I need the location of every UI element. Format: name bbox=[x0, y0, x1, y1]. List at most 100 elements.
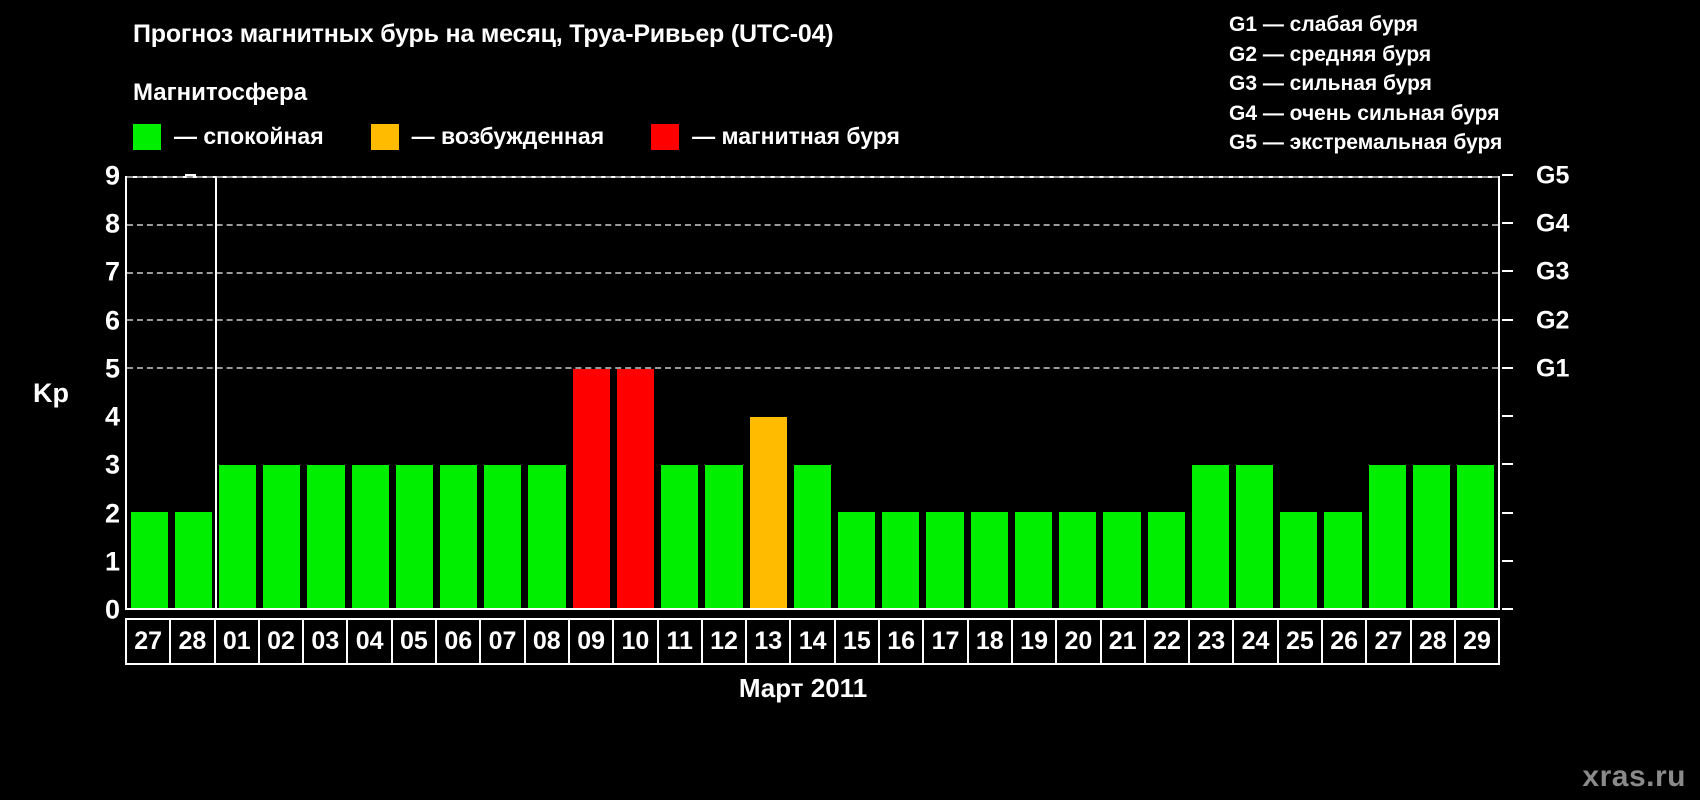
bar[interactable] bbox=[1368, 464, 1406, 608]
bar-cell[interactable] bbox=[1409, 178, 1453, 608]
day-label-cell[interactable]: 21 bbox=[1101, 620, 1146, 663]
bar[interactable] bbox=[926, 512, 964, 608]
bar-cell[interactable] bbox=[525, 178, 569, 608]
bar-cell[interactable] bbox=[790, 178, 834, 608]
day-label-cell[interactable]: 27 bbox=[127, 620, 172, 663]
bar-cell[interactable] bbox=[1454, 178, 1498, 608]
bar[interactable] bbox=[307, 464, 345, 608]
day-label-cell[interactable]: 06 bbox=[437, 620, 482, 663]
bar-cell[interactable] bbox=[392, 178, 436, 608]
bar[interactable] bbox=[395, 464, 434, 608]
bar-cell[interactable] bbox=[658, 178, 702, 608]
day-label-cell[interactable]: 19 bbox=[1012, 620, 1058, 663]
bar[interactable] bbox=[440, 464, 478, 608]
bar[interactable] bbox=[1103, 512, 1141, 608]
day-label-cell[interactable]: 26 bbox=[1323, 620, 1368, 663]
color-swatch-quiet-icon bbox=[133, 123, 161, 150]
day-label-cell[interactable]: 02 bbox=[259, 620, 305, 663]
bar-cell[interactable] bbox=[127, 178, 171, 608]
day-label-cell[interactable]: 22 bbox=[1145, 620, 1191, 663]
bar[interactable] bbox=[970, 512, 1008, 608]
bar[interactable] bbox=[484, 464, 522, 608]
bar[interactable] bbox=[174, 512, 212, 608]
bar[interactable] bbox=[130, 512, 168, 608]
bar-cell[interactable] bbox=[304, 178, 348, 608]
bar[interactable] bbox=[1014, 512, 1053, 608]
day-label-cell[interactable]: 05 bbox=[392, 620, 438, 663]
bar[interactable] bbox=[705, 464, 743, 608]
day-label-cell[interactable]: 18 bbox=[968, 620, 1013, 663]
bar-cell[interactable] bbox=[1365, 178, 1409, 608]
day-label-cell[interactable]: 25 bbox=[1278, 620, 1324, 663]
bar-cell[interactable] bbox=[1144, 178, 1188, 608]
bar[interactable] bbox=[1412, 464, 1451, 608]
bar[interactable] bbox=[793, 464, 831, 608]
bar-cell[interactable] bbox=[1056, 178, 1100, 608]
bar[interactable] bbox=[749, 416, 787, 608]
bar[interactable] bbox=[838, 512, 876, 608]
bar[interactable] bbox=[1191, 464, 1229, 608]
bar-cell[interactable] bbox=[923, 178, 967, 608]
day-label-cell[interactable]: 01 bbox=[215, 620, 260, 663]
bar-cell[interactable] bbox=[967, 178, 1011, 608]
bar-cell[interactable] bbox=[215, 178, 259, 608]
bar-cell[interactable] bbox=[835, 178, 879, 608]
bar-cell[interactable] bbox=[481, 178, 525, 608]
bar-cell[interactable] bbox=[437, 178, 481, 608]
day-label-cell[interactable]: 15 bbox=[835, 620, 881, 663]
bar[interactable] bbox=[1147, 512, 1185, 608]
bar-cell[interactable] bbox=[746, 178, 790, 608]
bar[interactable] bbox=[1324, 512, 1362, 608]
bar[interactable] bbox=[528, 464, 566, 608]
bar[interactable] bbox=[1457, 464, 1495, 608]
bar-cell[interactable] bbox=[1232, 178, 1276, 608]
bar-cell[interactable] bbox=[260, 178, 304, 608]
day-label-cell[interactable]: 28 bbox=[171, 620, 216, 663]
bar[interactable] bbox=[1280, 512, 1318, 608]
day-label-cell[interactable]: 16 bbox=[880, 620, 925, 663]
bar[interactable] bbox=[572, 369, 610, 608]
day-label-cell[interactable]: 11 bbox=[658, 620, 703, 663]
day-label-cell[interactable]: 29 bbox=[1455, 620, 1499, 663]
bar-cell[interactable] bbox=[348, 178, 392, 608]
day-label-cell[interactable]: 10 bbox=[614, 620, 659, 663]
g-scale-legend-row: G3 — сильная буря bbox=[1229, 72, 1432, 95]
bar-cell[interactable] bbox=[171, 178, 215, 608]
bar-cell[interactable] bbox=[1100, 178, 1144, 608]
bar[interactable] bbox=[1235, 464, 1274, 608]
bar[interactable] bbox=[1059, 512, 1097, 608]
bar[interactable] bbox=[218, 464, 257, 608]
x-axis-label: Март 2011 bbox=[0, 673, 1700, 704]
g-scale-tick-mark bbox=[1502, 608, 1513, 610]
bar[interactable] bbox=[263, 464, 301, 608]
bar-cell[interactable] bbox=[1188, 178, 1232, 608]
day-label-cell[interactable]: 24 bbox=[1234, 620, 1279, 663]
day-label-cell[interactable]: 08 bbox=[525, 620, 570, 663]
day-label-cell[interactable]: 13 bbox=[747, 620, 792, 663]
day-label-cell[interactable]: 09 bbox=[569, 620, 615, 663]
g-scale-tick-mark bbox=[1502, 318, 1513, 321]
bar-cell[interactable] bbox=[1011, 178, 1055, 608]
bar[interactable] bbox=[351, 464, 389, 608]
bar-cell[interactable] bbox=[613, 178, 657, 608]
bar-cell[interactable] bbox=[1277, 178, 1321, 608]
day-label-cell[interactable]: 03 bbox=[304, 620, 349, 663]
bar-cell[interactable] bbox=[569, 178, 613, 608]
day-label-cell[interactable]: 28 bbox=[1411, 620, 1456, 663]
bar[interactable] bbox=[661, 464, 699, 608]
bar-cell[interactable] bbox=[1321, 178, 1365, 608]
day-label-cell[interactable]: 17 bbox=[924, 620, 969, 663]
bar-cell[interactable] bbox=[702, 178, 746, 608]
day-label-cell[interactable]: 27 bbox=[1367, 620, 1412, 663]
bar-cell[interactable] bbox=[879, 178, 923, 608]
day-label-cell[interactable]: 04 bbox=[348, 620, 393, 663]
day-label-cell[interactable]: 20 bbox=[1057, 620, 1102, 663]
bar[interactable] bbox=[882, 512, 920, 608]
y-axis-title: Kp bbox=[33, 378, 69, 408]
day-label-cell[interactable]: 14 bbox=[791, 620, 836, 663]
bar[interactable] bbox=[616, 369, 655, 608]
day-label-cell[interactable]: 23 bbox=[1190, 620, 1235, 663]
day-label-cell[interactable]: 12 bbox=[702, 620, 748, 663]
legend-heading: Магнитосфера bbox=[133, 79, 308, 106]
day-label-cell[interactable]: 07 bbox=[481, 620, 526, 663]
